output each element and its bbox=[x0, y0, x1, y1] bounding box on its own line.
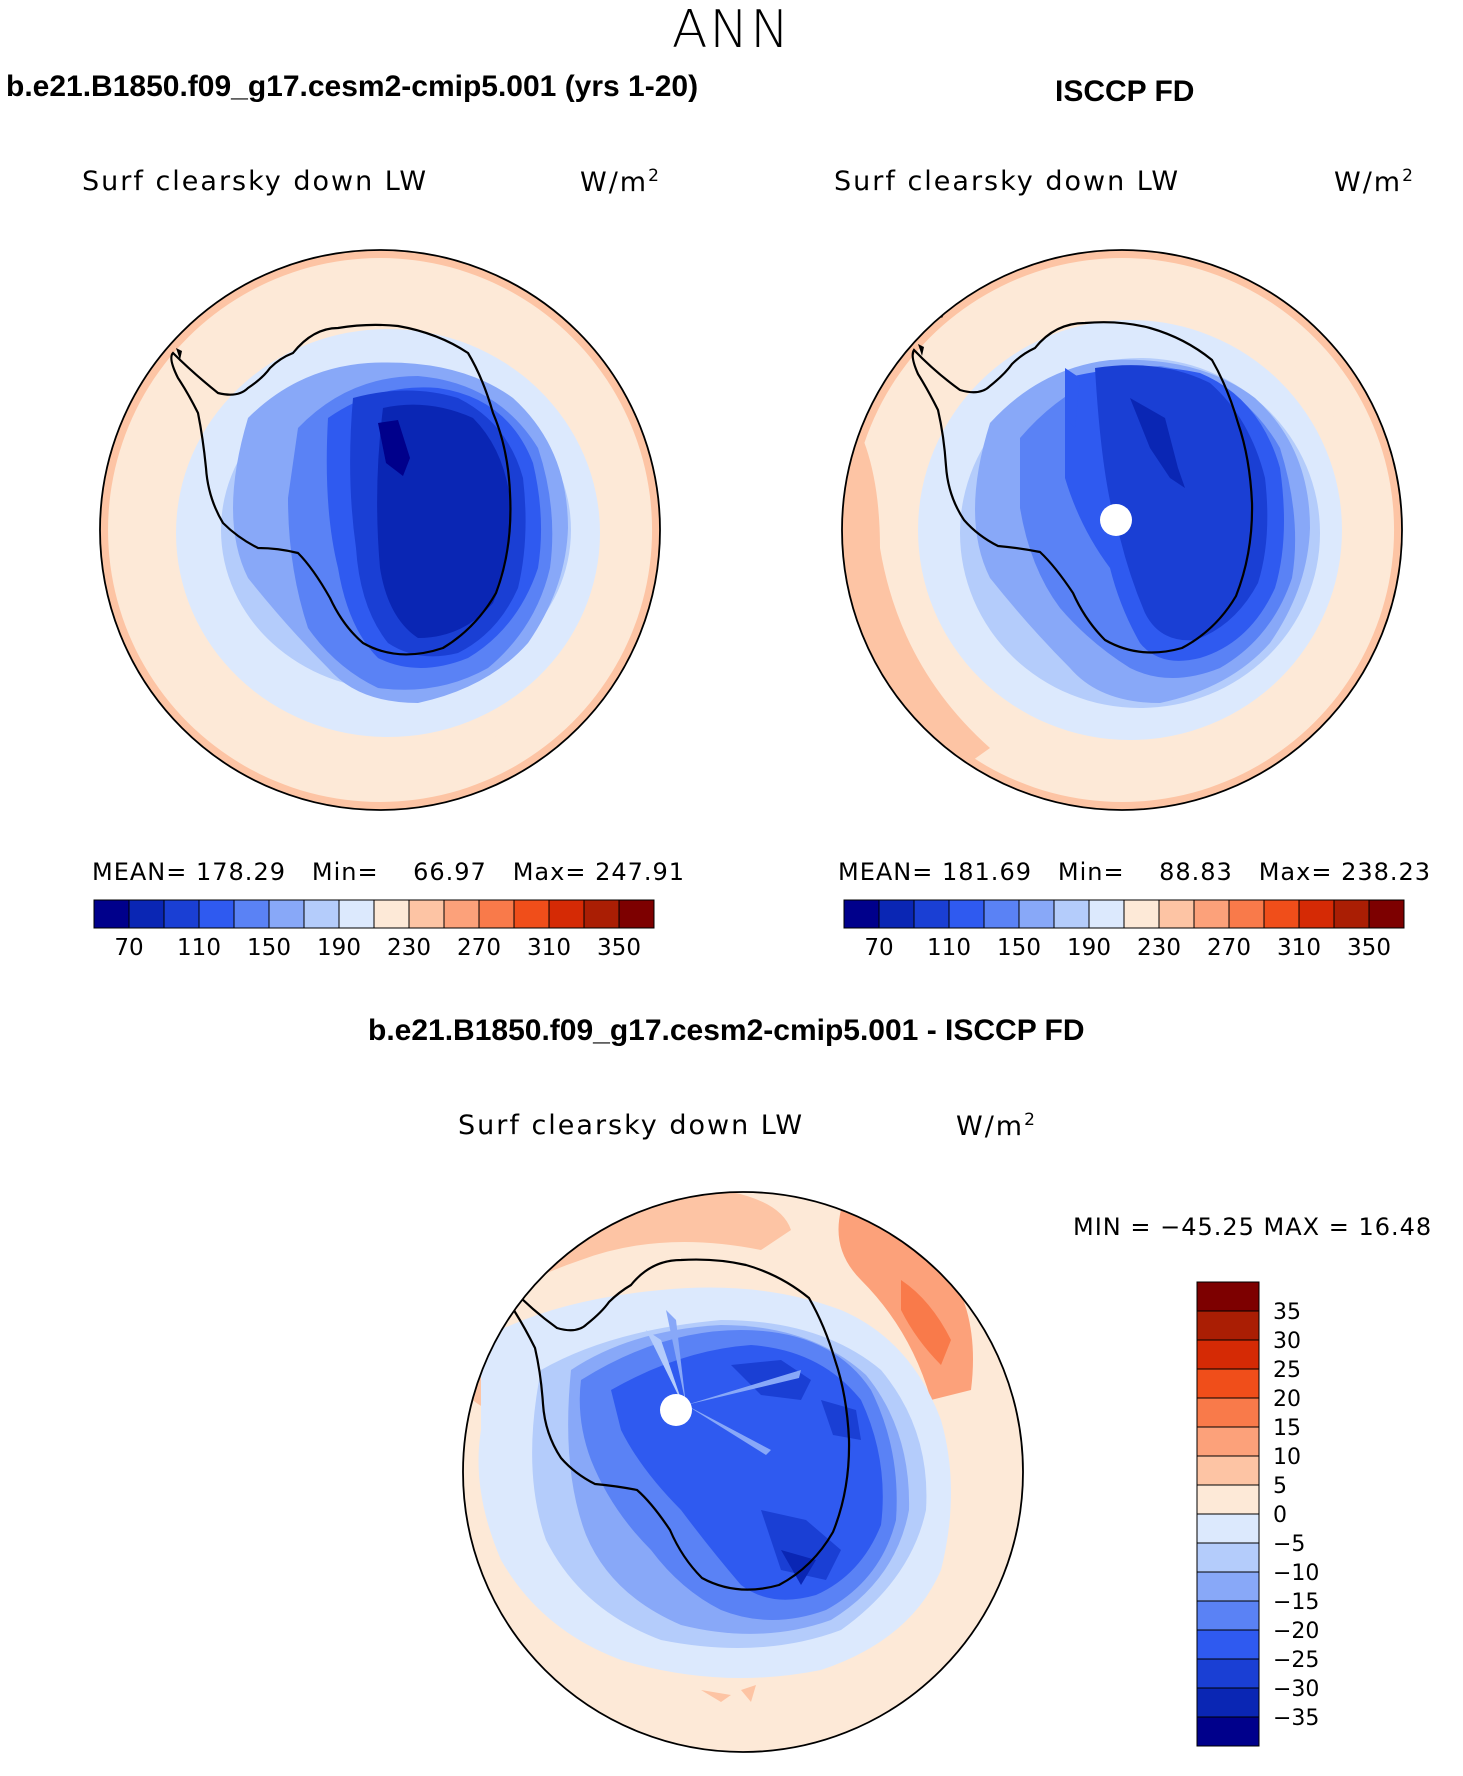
colorbar-swatch bbox=[1196, 1629, 1260, 1660]
colorbar-tick-label: 150 bbox=[247, 935, 291, 958]
colorbar-tick-label: 270 bbox=[1207, 935, 1251, 958]
diff-polar-map bbox=[462, 1191, 1024, 1753]
panel1-polar-map bbox=[99, 249, 661, 811]
colorbar-swatch bbox=[948, 899, 985, 929]
colorbar-swatch bbox=[1196, 1426, 1260, 1457]
panel2-colorbar: 70 110 150 190 230 270 310 350 bbox=[843, 899, 1405, 958]
colorbar-swatch bbox=[128, 899, 165, 929]
colorbar-swatch bbox=[478, 899, 515, 929]
colorbar-tick-label: 350 bbox=[1347, 935, 1391, 958]
panel2-units: W/m2 bbox=[1334, 166, 1415, 198]
colorbar-swatch bbox=[1196, 1716, 1260, 1747]
figure-title: ANN bbox=[671, 0, 792, 60]
panel1-stats: MEAN= 178.29 Min= 66.97 Max= 247.91 bbox=[92, 858, 686, 886]
colorbar-tick-label: 110 bbox=[177, 935, 221, 958]
colorbar-swatch bbox=[913, 899, 950, 929]
colorbar-tick-label: −10 bbox=[1273, 1561, 1319, 1586]
colorbar-swatch bbox=[1123, 899, 1160, 929]
colorbar-tick-label: 230 bbox=[1137, 935, 1181, 958]
colorbar-swatch bbox=[1196, 1600, 1260, 1631]
colorbar-swatch bbox=[983, 899, 1020, 929]
colorbar-swatch bbox=[1228, 899, 1265, 929]
colorbar-tick-label: 230 bbox=[387, 935, 431, 958]
colorbar-swatch bbox=[1196, 1571, 1260, 1602]
colorbar-tick-label: 190 bbox=[317, 935, 361, 958]
colorbar-tick-label: 5 bbox=[1273, 1474, 1287, 1499]
colorbar-swatch bbox=[618, 899, 655, 929]
panel1-units: W/m2 bbox=[580, 166, 661, 198]
panel1-title: b.e21.B1850.f09_g17.cesm2-cmip5.001 (yrs… bbox=[6, 70, 699, 103]
panel2-polar-map bbox=[841, 249, 1403, 811]
colorbar-swatch bbox=[268, 899, 305, 929]
colorbar-swatch bbox=[1196, 1339, 1260, 1370]
colorbar-tick-label: 10 bbox=[1273, 1445, 1301, 1470]
colorbar-swatch bbox=[1053, 899, 1090, 929]
colorbar-swatch bbox=[93, 899, 130, 929]
colorbar-swatch bbox=[233, 899, 270, 929]
colorbar-swatch bbox=[338, 899, 375, 929]
diff-variable: Surf clearsky down LW bbox=[458, 1110, 805, 1141]
colorbar-swatch bbox=[198, 899, 235, 929]
diff-units: W/m2 bbox=[956, 1110, 1037, 1142]
colorbar-swatch bbox=[1196, 1687, 1260, 1718]
colorbar-swatch bbox=[843, 899, 880, 929]
colorbar-tick-label: 110 bbox=[927, 935, 971, 958]
colorbar-swatch bbox=[548, 899, 585, 929]
colorbar-tick-label: 350 bbox=[597, 935, 641, 958]
colorbar-tick-label: 35 bbox=[1273, 1300, 1301, 1325]
colorbar-swatch bbox=[513, 899, 550, 929]
colorbar-swatch bbox=[303, 899, 340, 929]
colorbar-tick-label: 310 bbox=[527, 935, 571, 958]
colorbar-swatch bbox=[443, 899, 480, 929]
colorbar-tick-label: 0 bbox=[1273, 1503, 1287, 1528]
colorbar-swatch bbox=[1018, 899, 1055, 929]
colorbar-tick-label: 150 bbox=[997, 935, 1041, 958]
colorbar-tick-label: 30 bbox=[1273, 1329, 1301, 1354]
colorbar-tick-label: 70 bbox=[864, 935, 893, 958]
colorbar-swatch bbox=[408, 899, 445, 929]
colorbar-swatch bbox=[1196, 1310, 1260, 1341]
colorbar-swatch bbox=[1196, 1397, 1260, 1428]
colorbar-swatch bbox=[1196, 1281, 1260, 1312]
panel1-variable: Surf clearsky down LW bbox=[82, 166, 429, 197]
panel1-colorbar: 70 110 150 190 230 270 310 350 bbox=[93, 899, 655, 958]
colorbar-swatch bbox=[878, 899, 915, 929]
colorbar-swatch bbox=[163, 899, 200, 929]
colorbar-tick-label: 190 bbox=[1067, 935, 1111, 958]
colorbar-tick-label: −5 bbox=[1273, 1532, 1305, 1557]
panel2-stats: MEAN= 181.69 Min= 88.83 Max= 238.23 bbox=[838, 858, 1432, 886]
colorbar-swatch bbox=[373, 899, 410, 929]
diff-minmax: MIN = −45.25 MAX = 16.48 bbox=[1073, 1213, 1433, 1241]
colorbar-swatch bbox=[1298, 899, 1335, 929]
colorbar-swatch bbox=[1196, 1455, 1260, 1486]
colorbar-swatch bbox=[1158, 899, 1195, 929]
colorbar-tick-label: −25 bbox=[1273, 1648, 1319, 1673]
diff-title: b.e21.B1850.f09_g17.cesm2-cmip5.001 - IS… bbox=[368, 1014, 1085, 1047]
colorbar-swatch bbox=[1193, 899, 1230, 929]
colorbar-swatch bbox=[1196, 1513, 1260, 1544]
colorbar-tick-label: 25 bbox=[1273, 1358, 1301, 1383]
colorbar-tick-label: 270 bbox=[457, 935, 501, 958]
colorbar-tick-label: 70 bbox=[114, 935, 143, 958]
colorbar-tick-label: −35 bbox=[1273, 1706, 1319, 1731]
panel2-title: ISCCP FD bbox=[1055, 75, 1195, 108]
colorbar-tick-label: 15 bbox=[1273, 1416, 1301, 1441]
colorbar-swatch bbox=[583, 899, 620, 929]
colorbar-swatch bbox=[1088, 899, 1125, 929]
colorbar-tick-label: 310 bbox=[1277, 935, 1321, 958]
colorbar-tick-label: 20 bbox=[1273, 1387, 1301, 1412]
panel2-variable: Surf clearsky down LW bbox=[834, 166, 1181, 197]
colorbar-swatch bbox=[1196, 1368, 1260, 1399]
colorbar-swatch bbox=[1196, 1484, 1260, 1515]
colorbar-tick-label: −15 bbox=[1273, 1590, 1319, 1615]
colorbar-swatch bbox=[1333, 899, 1370, 929]
colorbar-swatch bbox=[1196, 1658, 1260, 1689]
colorbar-swatch bbox=[1196, 1542, 1260, 1573]
colorbar-tick-label: −30 bbox=[1273, 1677, 1319, 1702]
diff-colorbar: 35 30 25 20 15 10 5 0 −5 −10 −15 −20 −25 −30 −35 bbox=[1196, 1281, 1319, 1747]
colorbar-swatch bbox=[1368, 899, 1405, 929]
colorbar-swatch bbox=[1263, 899, 1300, 929]
colorbar-tick-label: −20 bbox=[1273, 1619, 1319, 1644]
